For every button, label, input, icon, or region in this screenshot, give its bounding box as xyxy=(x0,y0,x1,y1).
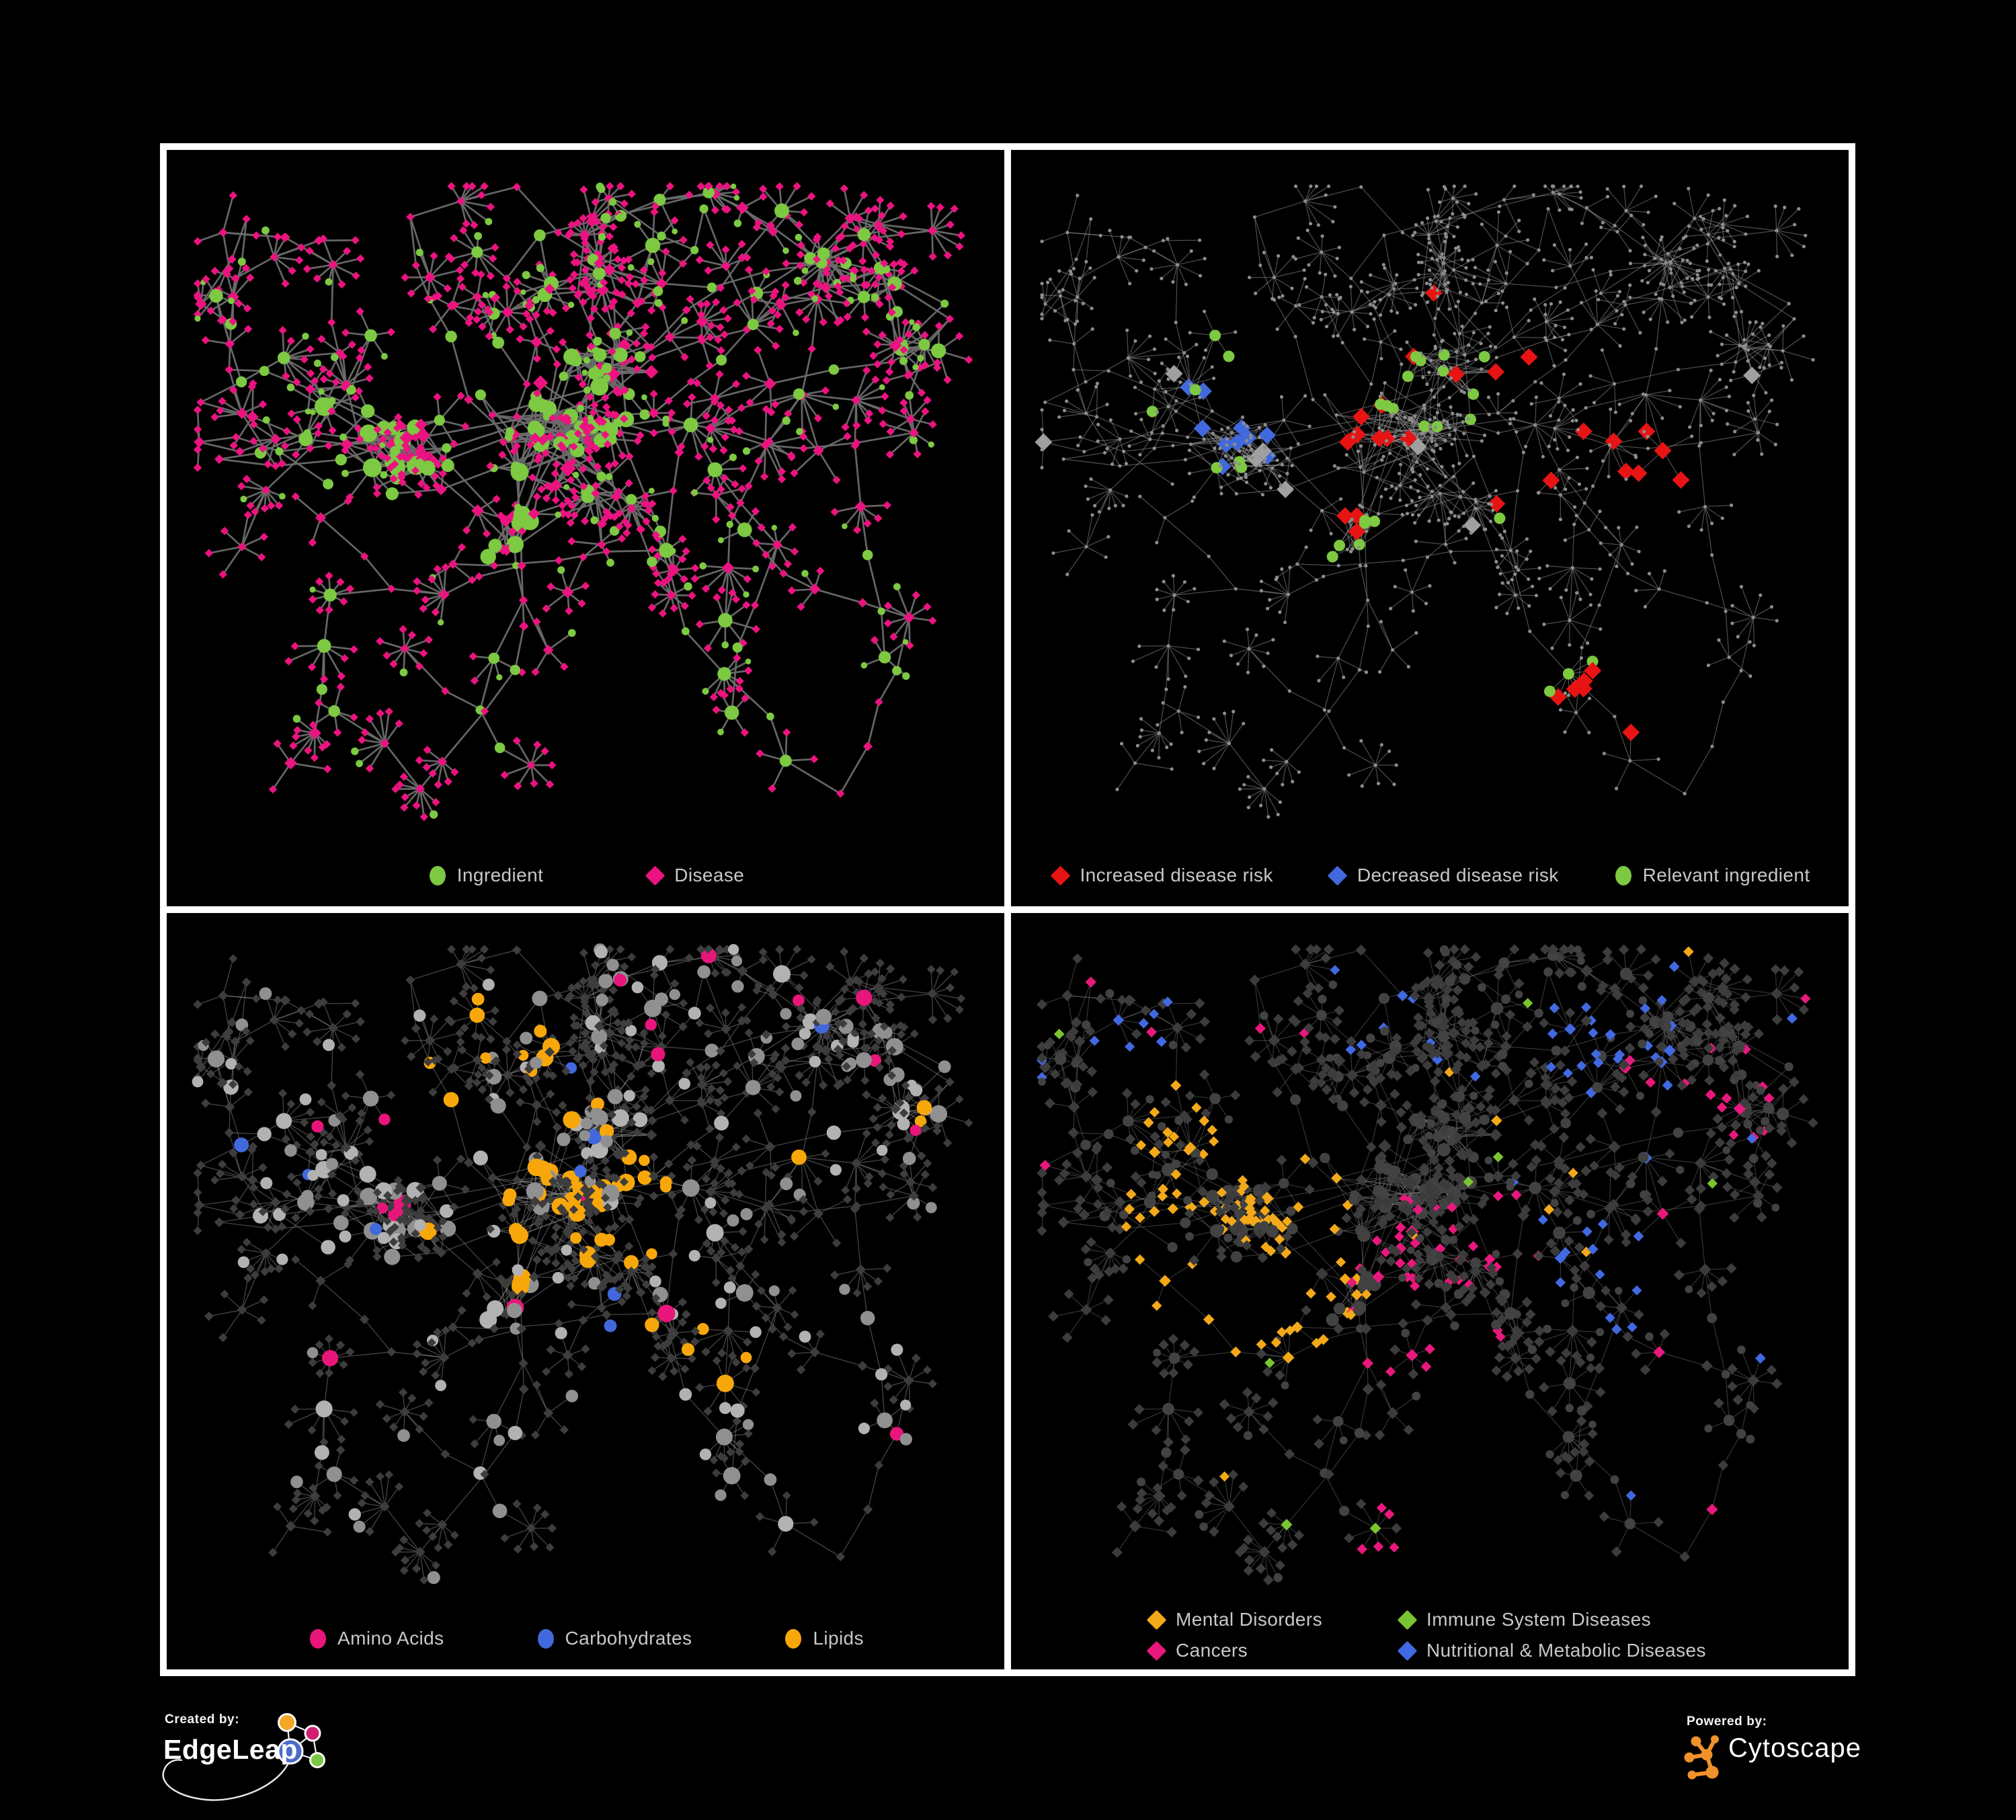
circle-marker-icon xyxy=(535,1628,557,1649)
legend-label: Ingredient xyxy=(456,865,544,885)
legend-label: Lipids xyxy=(813,1628,864,1649)
legend-item-disease: Disease xyxy=(644,865,744,886)
powered-by-label: Powered by: xyxy=(1687,1714,1767,1729)
circle-marker-icon xyxy=(307,1628,329,1649)
legend-item-mental-disorders: Mental Disorders xyxy=(1145,1609,1322,1630)
legend-label: Nutritional & Metabolic Diseases xyxy=(1426,1640,1706,1661)
circle-marker-icon xyxy=(427,865,448,886)
circle-marker-icon xyxy=(782,1628,804,1649)
cytoscape-credit: Powered by: Cytoscape xyxy=(1677,1708,1973,1815)
edgeleap-credit: Created by: EdgeLeap xyxy=(153,1710,409,1820)
created-by-label: Created by: xyxy=(165,1712,240,1727)
network-graph-disease-risk xyxy=(1035,184,1815,819)
legend-item-decreased-disease-risk: Decreased disease risk xyxy=(1327,865,1559,886)
panel-nutrient-categories: Amino Acids Carbohydrates Lipids xyxy=(167,913,1004,1669)
diamond-marker-icon xyxy=(1145,1640,1167,1661)
legend-item-relevant-ingredient: Relevant ingredient xyxy=(1613,865,1810,886)
legend-label: Carbohydrates xyxy=(565,1628,692,1649)
legend-label: Immune System Diseases xyxy=(1426,1609,1652,1630)
legend-disease-risk: Increased disease risk Decreased disease … xyxy=(1011,865,1849,886)
diamond-marker-icon xyxy=(644,865,666,886)
legend-label: Amino Acids xyxy=(337,1628,444,1649)
legend-disease-categories: Mental Disorders Immune System Diseases Ca… xyxy=(1145,1609,1706,1661)
legend-ingredient-disease: Ingredient Disease xyxy=(167,865,1004,886)
panel-disease-risk: Increased disease risk Decreased disease … xyxy=(1011,150,1849,906)
legend-item-nutritional-metabolic-diseases: Nutritional & Metabolic Diseases xyxy=(1396,1640,1706,1661)
network-graph-disease-categories xyxy=(1037,944,1818,1585)
legend-nutrient-categories: Amino Acids Carbohydrates Lipids xyxy=(167,1628,1004,1649)
panel-ingredient-disease: Ingredient Disease xyxy=(167,150,1004,906)
legend-label: Disease xyxy=(674,865,745,885)
legend-item-cancers: Cancers xyxy=(1145,1640,1248,1661)
legend-label: Mental Disorders xyxy=(1176,1609,1323,1630)
cytoscape-logo-icon xyxy=(1684,1735,1719,1780)
diamond-marker-icon xyxy=(1049,865,1071,886)
legend-item-amino-acids: Amino Acids xyxy=(307,1628,444,1649)
legend-label: Decreased disease risk xyxy=(1357,865,1559,885)
circle-marker-icon xyxy=(1613,865,1634,886)
diamond-marker-icon xyxy=(1145,1609,1167,1630)
network-graph-nutrient-categories xyxy=(192,943,973,1585)
legend-item-increased-disease-risk: Increased disease risk xyxy=(1049,865,1273,886)
legend-label: Increased disease risk xyxy=(1080,865,1273,885)
network-graph-ingredient-disease xyxy=(193,182,973,822)
panel-grid: Ingredient Disease Increased disease risk… xyxy=(160,143,1855,1676)
legend-item-immune-system-diseases: Immune System Diseases xyxy=(1396,1609,1651,1630)
edgeleap-wordmark: EdgeLeap xyxy=(163,1734,298,1765)
legend-item-ingredient: Ingredient xyxy=(427,865,544,886)
legend-label: Cancers xyxy=(1176,1640,1248,1661)
cytoscape-wordmark: Cytoscape xyxy=(1728,1733,1861,1763)
panel-disease-categories: Mental Disorders Immune System Diseases Ca… xyxy=(1011,913,1849,1669)
diamond-marker-icon xyxy=(1396,1609,1418,1630)
legend-label: Relevant ingredient xyxy=(1642,865,1810,885)
legend-item-carbohydrates: Carbohydrates xyxy=(535,1628,692,1649)
diamond-marker-icon xyxy=(1396,1640,1418,1661)
legend-item-lipids: Lipids xyxy=(782,1628,864,1649)
diamond-marker-icon xyxy=(1327,865,1348,886)
